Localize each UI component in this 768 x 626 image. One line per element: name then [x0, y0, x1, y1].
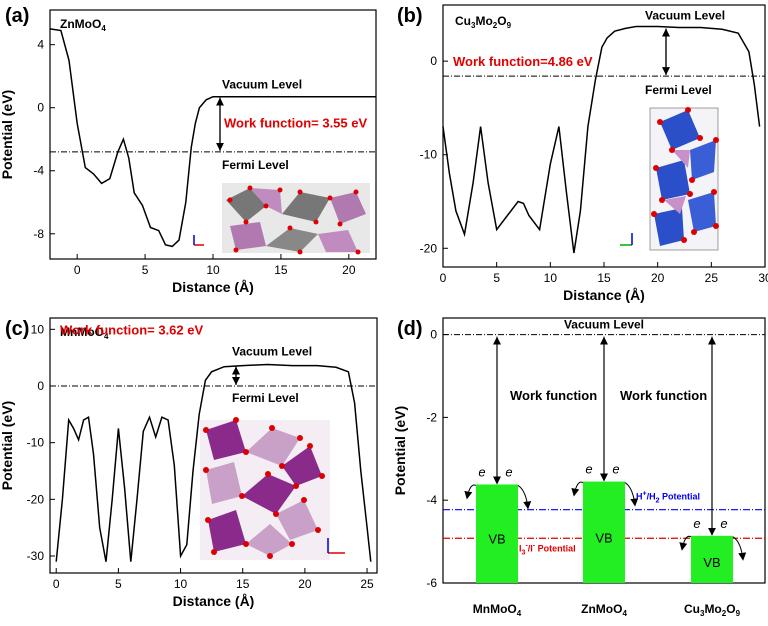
electron-label-left-0: e: [478, 464, 485, 479]
panel-a: (a) ZnMoO4: [5, 5, 377, 260]
work-function-label-c: Work function= 3.62 eV: [60, 322, 203, 337]
redox-label-h2: H+/H2 Potential: [636, 491, 700, 505]
x-tick-label-a: 0: [74, 263, 81, 277]
electron-label-left-1: e: [585, 462, 592, 477]
crystal-structure-image-b: [620, 107, 719, 251]
vacuum-level-label-b: Vacuum Level: [645, 8, 725, 22]
panel-label-b: (b): [397, 5, 423, 27]
y-axis-label-a: Potential (eV): [0, 90, 15, 179]
x-tick-label-a: 20: [342, 263, 356, 277]
x-tick-label-b: 25: [705, 271, 719, 285]
y-tick-label-d: -4: [426, 493, 437, 507]
y-tick-label-c: 0: [37, 379, 44, 393]
material-label-c: MnMoO4: [60, 325, 109, 341]
x-tick-label-b: 20: [651, 271, 665, 285]
x-tick-label-b: 15: [597, 271, 611, 285]
electron-arrow-left-0: [464, 484, 477, 500]
crystal-structure-image-c: [200, 417, 345, 560]
plot-frame-c: [49, 317, 378, 574]
potential-curve-a: [49, 28, 376, 248]
x-tick-label-b: 10: [544, 271, 558, 285]
vb-label-1: VB: [595, 530, 612, 545]
material-label-b: Cu3Mo2O9: [455, 14, 512, 30]
electron-label-right-1: e: [612, 462, 619, 477]
work-function-label-d-1: Work function: [510, 388, 597, 403]
fermi-level-label-c: Fermi Level: [232, 391, 299, 405]
fermi-level-label-b: Fermi Level: [645, 83, 712, 97]
vb-bar-1: [583, 481, 625, 583]
work-function-label-b: Work function=4.86 eV: [453, 54, 593, 69]
work-function-label-a: Work function= 3.55 eV: [224, 115, 367, 130]
x-tick-label-a: 15: [274, 263, 288, 277]
x-tick-label-c: 25: [360, 577, 374, 591]
vb-bar-0: [476, 484, 518, 583]
x-axis-label-b: Distance (Å): [563, 287, 645, 303]
panel-c: (c) MnMoO4: [5, 317, 378, 574]
electron-label-left-2: e: [693, 516, 700, 531]
y-axis-label-d: Potential (eV): [392, 406, 408, 495]
x-tick-label-c: 0: [53, 577, 60, 591]
fermi-level-label-a: Fermi Level: [222, 158, 289, 172]
electron-arrow-right-2: [732, 536, 747, 561]
y-tick-label-d: -2: [426, 410, 437, 424]
x-tick-label-b: 5: [493, 271, 500, 285]
vb-bar-2: [691, 535, 733, 583]
x-tick-label-a: 10: [206, 263, 220, 277]
y-axis-label-c: Potential (eV): [0, 401, 15, 490]
x-tick-label-c: 10: [174, 577, 188, 591]
x-tick-label-b: 30: [758, 271, 768, 285]
panel-label-a: (a): [5, 5, 29, 27]
y-tick-label-a: -4: [33, 164, 44, 178]
vacuum-level-label-d: Vacuum Level: [564, 318, 644, 332]
y-tick-label-b: -20: [420, 241, 438, 255]
electron-label-right-0: e: [505, 464, 512, 479]
category-label-0: MnMoO4: [473, 602, 522, 618]
y-tick-label-a: 4: [37, 38, 44, 52]
material-label-a: ZnMoO4: [60, 17, 106, 33]
x-axis-label-c: Distance (Å): [173, 593, 255, 609]
redox-label-iodide: I3-/I- Potential: [519, 542, 576, 556]
y-tick-label-c: -20: [27, 492, 45, 506]
category-label-2: Cu3Mo2O9: [684, 602, 741, 618]
potential-curve-c: [55, 363, 372, 562]
crystal-structure-image-a: [193, 183, 370, 255]
x-tick-label-a: 5: [142, 263, 149, 277]
y-tick-label-a: -8: [33, 227, 44, 241]
vacuum-level-label-c: Vacuum Level: [232, 344, 312, 358]
panel-label-d: (d): [397, 318, 423, 340]
panel-label-c: (c): [5, 318, 29, 340]
y-tick-label-d: 0: [430, 328, 437, 342]
vb-label-2: VB: [703, 555, 720, 570]
x-tick-label-c: 15: [236, 577, 250, 591]
electron-arrow-right-1: [624, 482, 639, 507]
x-tick-label-c: 5: [115, 577, 122, 591]
electron-label-right-2: e: [720, 516, 727, 531]
electron-arrow-left-2: [679, 535, 692, 551]
vacuum-level-label-a: Vacuum Level: [222, 78, 302, 92]
x-tick-label-c: 20: [298, 577, 312, 591]
y-tick-label-b: 0: [430, 54, 437, 68]
y-tick-label-b: -10: [420, 148, 438, 162]
potential-curve-b: [442, 25, 761, 254]
x-tick-label-b: 0: [440, 271, 447, 285]
y-tick-label-c: -10: [27, 436, 45, 450]
category-label-1: ZnMoO4: [581, 602, 627, 618]
panel-b: (b) Cu3Mo2O9: [397, 4, 766, 268]
y-tick-label-c: -30: [27, 549, 45, 563]
electron-arrow-right-0: [517, 485, 532, 510]
electron-arrow-left-1: [571, 481, 584, 497]
vb-label-0: VB: [488, 532, 505, 547]
y-tick-label-a: 0: [37, 101, 44, 115]
work-function-label-d-2: Work function: [620, 388, 707, 403]
x-axis-label-a: Distance (Å): [172, 279, 254, 295]
y-tick-label-c: 10: [31, 322, 45, 336]
y-tick-label-d: -6: [426, 576, 437, 590]
